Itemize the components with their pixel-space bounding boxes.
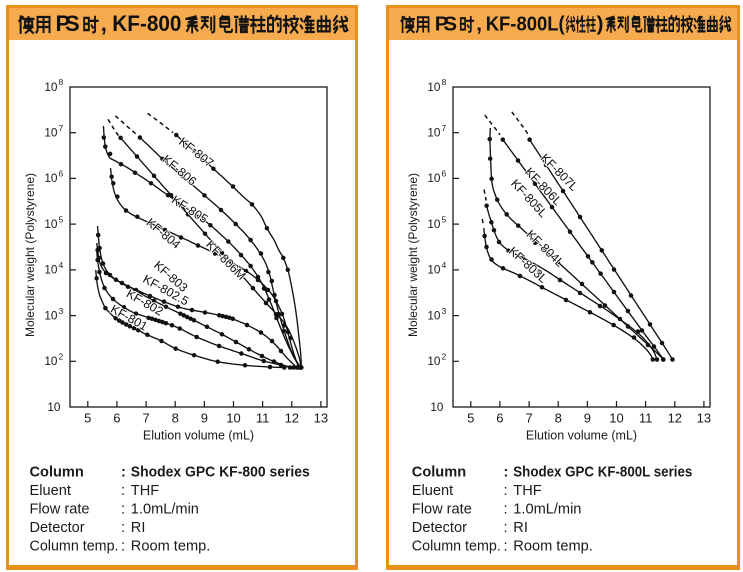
svg-text:THF: THF — [131, 483, 159, 499]
svg-text:8: 8 — [59, 77, 64, 87]
svg-text:10: 10 — [430, 400, 444, 414]
svg-text:8: 8 — [442, 77, 447, 87]
svg-text:Eluent: Eluent — [30, 483, 71, 499]
svg-text:1.0mL/min: 1.0mL/min — [513, 502, 581, 518]
svg-text:10: 10 — [427, 308, 441, 322]
svg-text:Shodex GPC KF-800L series: Shodex GPC KF-800L series — [513, 465, 692, 481]
svg-text::: : — [504, 502, 508, 518]
svg-text:2: 2 — [442, 352, 447, 362]
svg-text::: : — [121, 465, 126, 481]
svg-text:KF-800: KF-800 — [112, 11, 181, 36]
svg-text:10: 10 — [44, 126, 58, 140]
svg-text:Molecular weight (Polystyrene): Molecular weight (Polystyrene) — [406, 173, 420, 337]
svg-text:PS: PS — [435, 13, 457, 36]
svg-text:7: 7 — [442, 123, 447, 133]
svg-text:Shodex GPC KF-800 series: Shodex GPC KF-800 series — [131, 465, 310, 481]
svg-text:RI: RI — [131, 520, 146, 536]
svg-text::: : — [121, 520, 125, 536]
svg-text:12: 12 — [285, 411, 299, 426]
svg-text:13: 13 — [314, 411, 328, 426]
svg-text:THF: THF — [513, 483, 541, 499]
svg-text:6: 6 — [113, 411, 120, 426]
svg-text:,: , — [476, 13, 482, 36]
svg-text:3: 3 — [59, 306, 64, 316]
svg-text:RI: RI — [513, 520, 528, 536]
svg-text:10: 10 — [44, 354, 58, 368]
svg-text:8: 8 — [555, 411, 562, 426]
svg-text::: : — [121, 502, 125, 518]
svg-text:,: , — [101, 11, 107, 36]
svg-text:Elution volume (mL): Elution volume (mL) — [143, 429, 254, 443]
svg-text:11: 11 — [256, 411, 270, 426]
svg-text:Room temp.: Room temp. — [131, 538, 210, 554]
svg-text:2: 2 — [59, 352, 64, 362]
svg-text:Column temp.: Column temp. — [30, 538, 119, 554]
svg-text:9: 9 — [584, 411, 591, 426]
svg-text:10: 10 — [44, 171, 58, 185]
svg-text:1.0mL/min: 1.0mL/min — [131, 502, 199, 518]
svg-text:10: 10 — [427, 126, 441, 140]
svg-text:10: 10 — [609, 411, 623, 426]
svg-text:10: 10 — [427, 354, 441, 368]
svg-text:Detector: Detector — [412, 520, 467, 536]
svg-text:10: 10 — [427, 217, 441, 231]
svg-text:10: 10 — [226, 411, 240, 426]
svg-text:KF-806M: KF-806M — [203, 237, 248, 282]
svg-text:Elution volume (mL): Elution volume (mL) — [526, 429, 637, 443]
svg-text:10: 10 — [44, 217, 58, 231]
svg-text:Room temp.: Room temp. — [513, 538, 592, 554]
svg-text:PS: PS — [56, 11, 80, 36]
svg-text::: : — [504, 538, 508, 554]
svg-text:6: 6 — [59, 169, 64, 179]
svg-text:5: 5 — [59, 214, 64, 224]
svg-text:13: 13 — [697, 411, 711, 426]
svg-text:8: 8 — [172, 411, 179, 426]
svg-text::: : — [121, 483, 125, 499]
svg-text:10: 10 — [427, 263, 441, 277]
svg-text:12: 12 — [668, 411, 682, 426]
svg-text:Detector: Detector — [30, 520, 85, 536]
svg-text:10: 10 — [44, 263, 58, 277]
svg-text::: : — [504, 483, 508, 499]
svg-text:): ) — [597, 13, 604, 36]
svg-text:KF-805: KF-805 — [169, 193, 210, 227]
svg-text:7: 7 — [142, 411, 149, 426]
svg-text:10: 10 — [44, 308, 58, 322]
svg-text:KF-804: KF-804 — [144, 215, 184, 252]
svg-text:Flow rate: Flow rate — [30, 502, 90, 518]
svg-text:5: 5 — [467, 411, 474, 426]
svg-text:KF-800L(: KF-800L( — [486, 13, 565, 36]
svg-text:Column temp.: Column temp. — [412, 538, 501, 554]
svg-text:Column: Column — [412, 465, 466, 481]
svg-text:10: 10 — [427, 80, 441, 94]
svg-text:Eluent: Eluent — [412, 483, 453, 499]
svg-text:10: 10 — [47, 400, 61, 414]
svg-text:10: 10 — [427, 171, 441, 185]
svg-text:10: 10 — [44, 80, 58, 94]
svg-text:6: 6 — [442, 169, 447, 179]
svg-text:7: 7 — [525, 411, 532, 426]
svg-text::: : — [504, 520, 508, 536]
svg-text:Column: Column — [30, 465, 84, 481]
svg-text:Molecular weight (Polystyrene): Molecular weight (Polystyrene) — [23, 173, 37, 337]
svg-text:11: 11 — [639, 411, 653, 426]
svg-text:4: 4 — [59, 260, 64, 270]
svg-text:4: 4 — [442, 260, 447, 270]
svg-text:7: 7 — [59, 123, 64, 133]
svg-text:5: 5 — [84, 411, 91, 426]
svg-text::: : — [504, 465, 509, 481]
svg-text:6: 6 — [496, 411, 503, 426]
svg-text:Flow rate: Flow rate — [412, 502, 472, 518]
svg-text:9: 9 — [201, 411, 208, 426]
svg-text::: : — [121, 538, 125, 554]
svg-text:5: 5 — [442, 214, 447, 224]
svg-text:3: 3 — [442, 306, 447, 316]
